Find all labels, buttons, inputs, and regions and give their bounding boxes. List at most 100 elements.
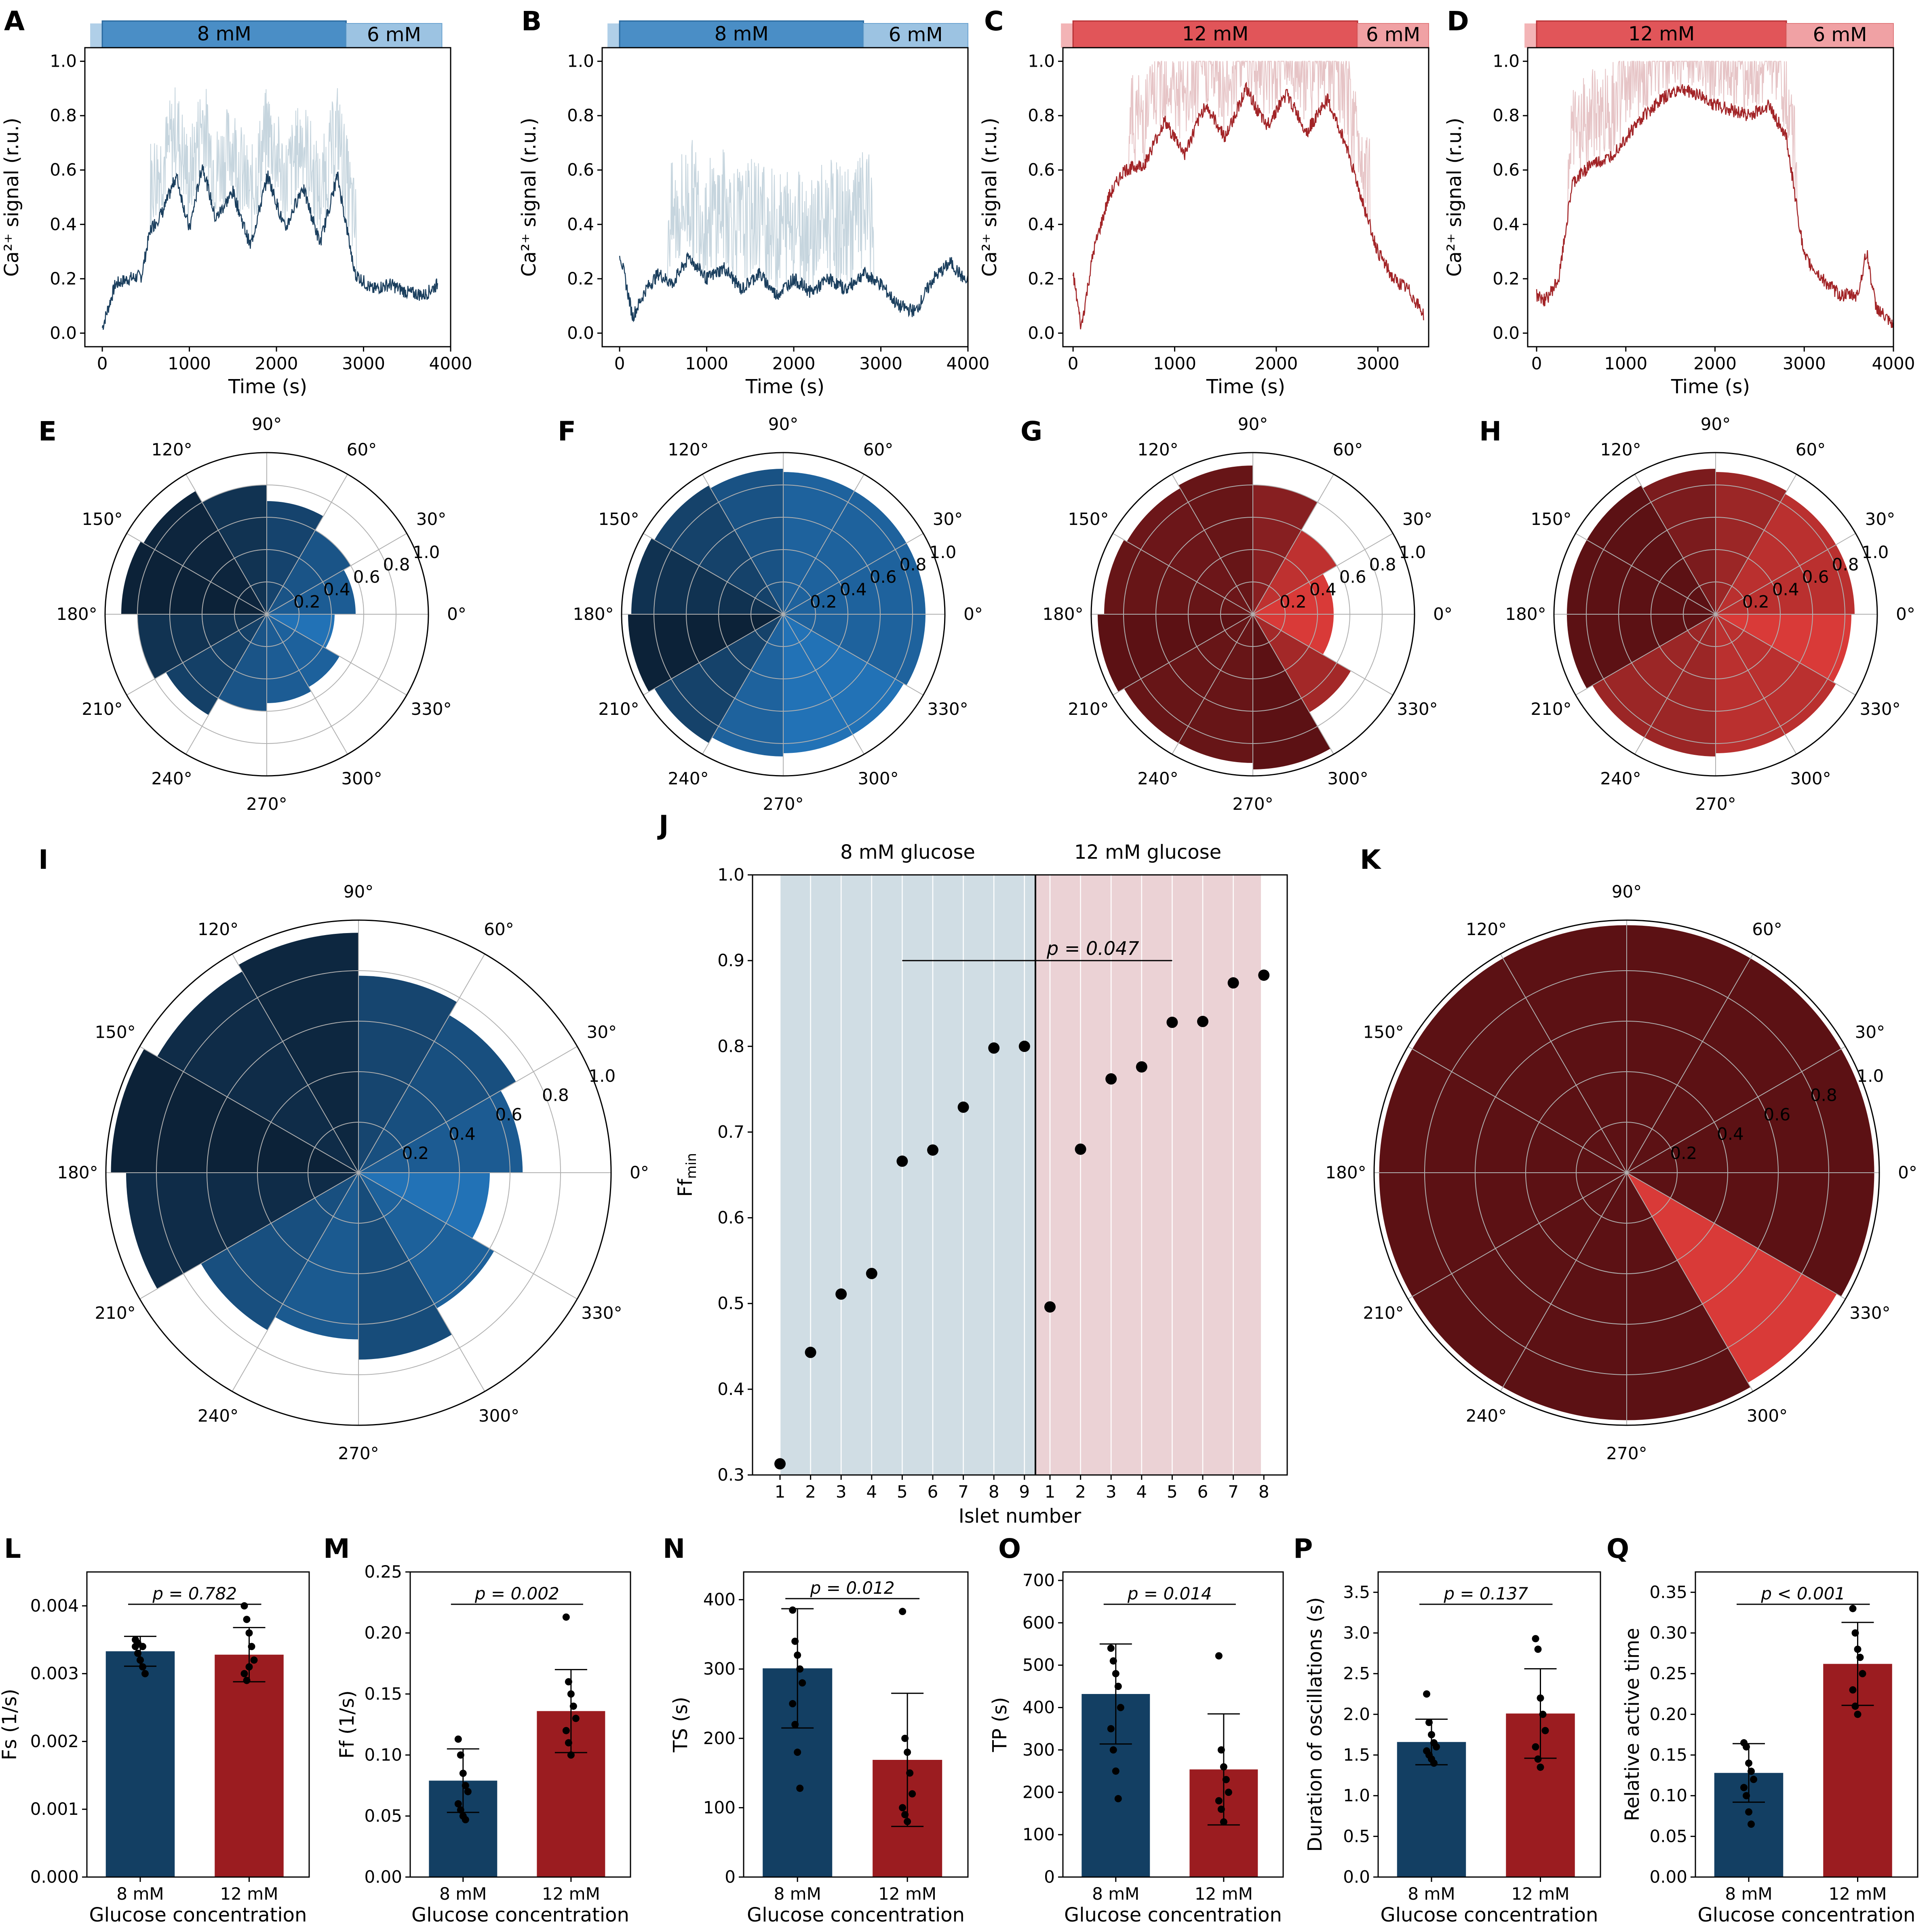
polar-wedge [1178, 614, 1253, 763]
y-tick-label: 0.004 [30, 1596, 79, 1616]
polar-wedge [157, 971, 358, 1173]
y-tick-label: 0.6 [50, 160, 77, 180]
y-tick-label: 0.20 [1649, 1704, 1687, 1724]
polar-panel-g: 0.20.40.60.81.0 0° 30° 60° 90° 120° 150° 180° 21… [1042, 414, 1452, 814]
polar-panel-k: 0.2 0.4 0.6 0.8 1.0 0° 30° 60° 90° 120° 150° 180° 21… [1325, 882, 1917, 1463]
y-tick-label: 1.0 [1493, 51, 1520, 71]
panel-letter-n: N [663, 1533, 685, 1564]
trace-panel-b: 8 mM 6 mM 0.0 0.2 0.4 0.6 0.8 1.0 0 1000 2000 3000 4… [518, 20, 989, 398]
polar-grid-spoke [358, 954, 485, 1173]
polar-wedge [1253, 614, 1330, 769]
y-tick-label: 3.5 [1343, 1582, 1370, 1602]
polar-grid-spoke [1113, 533, 1253, 615]
plot-frame [752, 874, 1288, 1476]
x-tick-label: 3 [1106, 1482, 1117, 1502]
polar-angle-label: 180° [1325, 1163, 1366, 1182]
polar-wedge [631, 538, 783, 614]
y-tick-label: 0.00 [1649, 1867, 1687, 1887]
y-axis-label-main: Ff [674, 1178, 697, 1197]
y-tick-label: 0.10 [1649, 1786, 1687, 1806]
polar-wedge [1643, 469, 1716, 614]
data-point [1215, 1652, 1223, 1660]
data-point [789, 1606, 797, 1614]
stim-label-high: 8 mM [197, 23, 251, 45]
polar-angle-label: 150° [1363, 1022, 1404, 1042]
x-axis-label: Time (s) [1206, 375, 1285, 398]
polar-wedge [1379, 1173, 1627, 1297]
polar-grid-spoke [1626, 1172, 1754, 1392]
bar-panel-l: p = 0.782 0.000 0.001 0.002 0.003 0.004 8 mM 12… [0, 1571, 310, 1926]
data-point [1532, 1635, 1539, 1643]
y-tick-label: 200 [703, 1728, 736, 1748]
polar-grid-spoke [1172, 474, 1253, 615]
p-value-label: p = 0.002 [474, 1584, 559, 1603]
polar-angle-label: 150° [1068, 509, 1109, 529]
data-point [791, 1637, 799, 1645]
polar-angle-label: 90° [768, 414, 798, 434]
polar-angle-label: 180° [573, 604, 613, 624]
y-tick-label: 0.3 [717, 1465, 744, 1485]
data-point [1849, 1686, 1857, 1694]
data-point [1740, 1784, 1748, 1791]
y-tick-label: 0.8 [567, 105, 594, 125]
data-point [1107, 1725, 1115, 1732]
polar-grid-spoke [1626, 954, 1754, 1173]
x-tick-label: 0 [1068, 354, 1079, 373]
polar-radial-label: 0.2 [1670, 1143, 1697, 1163]
y-tick-label: 200 [1022, 1782, 1055, 1802]
panel-letter-l: L [4, 1533, 21, 1564]
polar-grid-spoke [702, 614, 784, 754]
polar-wedge [1592, 614, 1716, 737]
data-point [1220, 1818, 1227, 1826]
scatter-point [1227, 977, 1239, 989]
scatter-point [988, 1042, 1000, 1054]
polar-grid-spoke [1634, 614, 1716, 754]
panel-letter-h: H [1479, 416, 1501, 447]
polar-angle-label: 150° [598, 509, 639, 529]
polar-grid-spoke [1715, 614, 1856, 695]
polar-wedge [1716, 614, 1836, 735]
data-point [240, 1670, 248, 1677]
y-tick-label: 1.0 [1343, 1786, 1370, 1806]
polar-radial-label: 0.6 [495, 1104, 522, 1124]
y-tick-label: 0.2 [567, 269, 594, 289]
polar-angle-label: 180° [1042, 604, 1083, 624]
polar-grid-spoke [126, 614, 267, 695]
data-point [1745, 1808, 1752, 1816]
polar-wedge [1716, 545, 1855, 614]
polar-wedge [783, 614, 904, 735]
stim-band-high [101, 20, 347, 48]
polar-wedge [1127, 488, 1253, 614]
data-point [1225, 1789, 1232, 1796]
polar-angle-label: 240° [668, 769, 708, 788]
x-axis-label: Glucose concentration [747, 1904, 965, 1926]
x-tick-label: 12 mM [1195, 1884, 1253, 1904]
bar-panel-o: p = 0.014 0 100 200 300 400 500 600 700 8 mM 12 mM… [989, 1570, 1284, 1926]
data-point [134, 1650, 141, 1657]
panel-letter-g: G [1020, 416, 1042, 447]
y-tick-label: 0.4 [717, 1379, 744, 1399]
trace-panel-d: 12 mM 6 mM 0.0 0.2 0.4 0.6 0.8 1.0 0 1000 2000 3000… [1443, 20, 1915, 398]
polar-wedge [267, 614, 335, 648]
trace-line [1536, 84, 1894, 328]
x-tick-label: 12 mM [542, 1884, 600, 1904]
bar-panel-m: p = 0.002 0.00 0.05 0.10 0.15 0.20 0.25 8 mM 12 … [336, 1562, 631, 1926]
panel-letter-e: E [38, 416, 57, 447]
polar-wedge [267, 570, 356, 614]
scatter-point [1018, 1041, 1030, 1052]
y-axis-label: Ca²⁺ signal (r.u.) [0, 118, 23, 277]
polar-radial-label: 0.4 [449, 1124, 476, 1144]
polar-radial-label: 0.4 [1309, 579, 1337, 599]
polar-grid-spoke [1715, 614, 1797, 754]
y-tick-label: 0.2 [50, 269, 77, 289]
y-tick-label: 500 [1022, 1655, 1055, 1675]
data-point [791, 1721, 799, 1728]
polar-angle-label: 60° [347, 440, 377, 459]
polar-wedge [358, 975, 457, 1173]
polar-angle-label: 330° [1859, 699, 1900, 719]
polar-wedge [267, 614, 311, 703]
x-tick-label: 0 [1531, 354, 1542, 373]
trace-envelope [1073, 60, 1424, 329]
x-tick-label: 1 [1045, 1482, 1056, 1502]
x-tick-label: 2 [1075, 1482, 1086, 1502]
